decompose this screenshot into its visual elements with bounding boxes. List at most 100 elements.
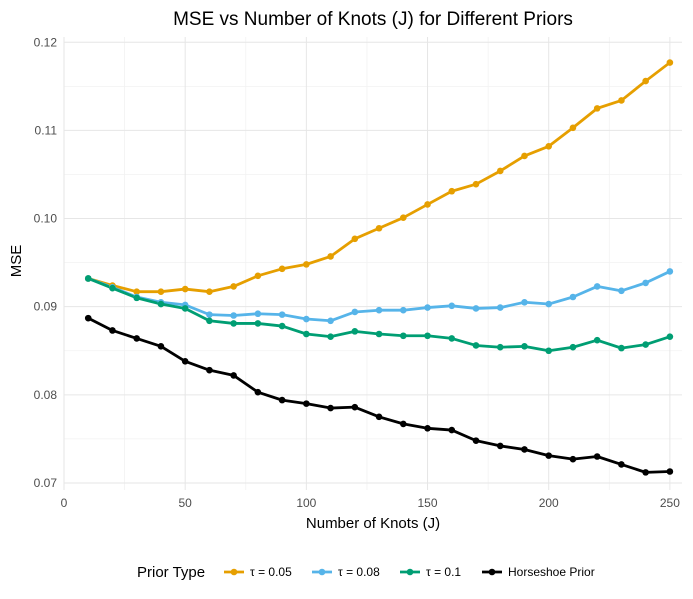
x-tick-label: 200 [539, 496, 559, 510]
data-point [399, 214, 407, 221]
data-point [230, 312, 237, 319]
data-point [545, 300, 553, 308]
data-point [181, 285, 189, 293]
data-point [230, 372, 237, 379]
y-tick-label: 0.12 [34, 35, 58, 49]
y-tick-label: 0.10 [34, 212, 58, 226]
data-point [472, 437, 480, 444]
data-point [472, 180, 480, 188]
data-point [375, 224, 383, 232]
legend-title: Prior Type [137, 564, 205, 581]
data-point [521, 298, 528, 306]
legend-item: τ = 0.08 [312, 565, 380, 579]
data-point [569, 293, 577, 301]
series-lines [86, 61, 672, 474]
y-axis-title: MSE [8, 245, 25, 278]
data-point [351, 403, 359, 411]
data-point [278, 396, 286, 404]
data-point [351, 235, 359, 243]
y-tick-label: 0.07 [34, 476, 58, 490]
data-point [399, 420, 407, 428]
data-point [278, 322, 286, 330]
data-point [327, 333, 334, 340]
data-point [109, 327, 116, 334]
data-point [206, 288, 213, 296]
x-tick-label: 250 [660, 496, 680, 510]
data-point [642, 341, 649, 348]
x-tick-label: 100 [296, 496, 316, 510]
legend-item: τ = 0.1 [400, 565, 461, 579]
data-point [448, 426, 456, 434]
data-point [327, 253, 334, 260]
data-point [642, 469, 649, 476]
legend-label: τ = 0.08 [338, 565, 380, 579]
legend-key-point [318, 568, 326, 576]
data-point [375, 306, 383, 314]
data-point [666, 59, 674, 66]
data-point [618, 287, 625, 295]
data-point [254, 320, 262, 327]
x-tick-label: 50 [178, 496, 192, 510]
legend: Prior Type τ = 0.05 τ = 0.08 τ = 0.1 Horses… [137, 564, 595, 581]
data-point [84, 275, 92, 282]
data-point [593, 336, 601, 344]
y-tick-label: 0.08 [34, 388, 58, 402]
data-point [521, 446, 528, 453]
data-point [593, 453, 601, 460]
data-point [206, 366, 213, 374]
data-point [206, 311, 213, 318]
y-tick-label: 0.09 [34, 300, 58, 314]
data-point [303, 261, 310, 268]
data-point [521, 343, 528, 350]
data-point [593, 105, 601, 112]
data-point [424, 332, 431, 340]
data-point [448, 335, 456, 342]
data-point [642, 279, 649, 287]
data-point [181, 305, 189, 312]
data-point [327, 317, 334, 325]
data-point [569, 455, 577, 463]
data-point [399, 332, 407, 340]
data-point [496, 343, 504, 351]
data-point [133, 294, 141, 302]
series-points [84, 59, 674, 476]
data-point [84, 314, 92, 322]
x-tick-label: 0 [61, 496, 68, 510]
data-point [230, 283, 237, 290]
data-point [618, 461, 625, 468]
data-point [157, 300, 165, 308]
data-point [133, 335, 141, 342]
data-point [448, 187, 456, 195]
data-point [618, 97, 625, 104]
data-point [181, 358, 189, 365]
data-point [109, 284, 116, 292]
data-point [618, 344, 625, 352]
chart-title: MSE vs Number of Knots (J) for Different… [173, 9, 573, 30]
data-point [303, 315, 310, 323]
legend-key-point [406, 568, 414, 576]
data-point [278, 311, 286, 318]
x-tick-label: 150 [418, 496, 438, 510]
y-tick-label: 0.11 [35, 123, 58, 137]
data-point [593, 283, 601, 290]
legend-items: τ = 0.05 τ = 0.08 τ = 0.1 Horseshoe Prior [224, 565, 595, 579]
data-point [472, 305, 480, 312]
data-point [157, 288, 165, 296]
legend-label: τ = 0.1 [426, 565, 461, 579]
data-point [666, 268, 674, 275]
data-point [133, 288, 141, 296]
data-point [496, 167, 504, 175]
grid-lines [63, 37, 682, 490]
data-point [327, 404, 334, 412]
data-point [399, 306, 407, 314]
data-point [569, 124, 577, 132]
data-point [424, 201, 431, 208]
legend-label: Horseshoe Prior [508, 565, 595, 579]
data-point [254, 310, 262, 318]
legend-item: τ = 0.05 [224, 565, 292, 579]
data-point [254, 388, 262, 396]
data-point [496, 304, 504, 311]
legend-item: Horseshoe Prior [482, 565, 595, 579]
legend-key-point [488, 568, 496, 576]
